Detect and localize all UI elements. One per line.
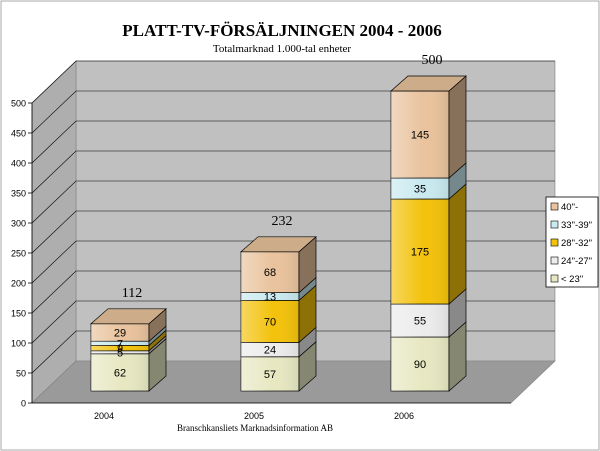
data-label: 175 <box>411 247 429 259</box>
data-label: 9 <box>117 343 123 355</box>
data-label: 145 <box>411 130 429 142</box>
legend-swatch <box>550 220 559 229</box>
data-label: 57 <box>264 369 276 381</box>
y-tick-label: 400 <box>11 159 26 169</box>
bar-stack-2006 <box>390 75 467 392</box>
bar-segment-side <box>448 75 467 179</box>
y-tick-label: 350 <box>11 189 26 199</box>
y-tick-label: 0 <box>21 399 26 409</box>
total-label: 112 <box>122 286 142 301</box>
legend-swatch <box>550 238 559 247</box>
bar-segment-shading <box>391 199 449 304</box>
data-label: 13 <box>264 292 276 304</box>
bar-segment-shading <box>391 178 449 199</box>
legend-label: 28"-32" <box>561 238 592 249</box>
chart-subtitle: Totalmarknad 1.000-tal enheter <box>213 43 352 55</box>
y-tick-label: 100 <box>11 339 26 349</box>
bar-stack-2005 <box>240 236 317 392</box>
bar-top <box>390 75 467 92</box>
bar-top <box>240 236 317 253</box>
bar-segment-shading <box>241 292 299 301</box>
total-label: 232 <box>272 214 293 229</box>
data-label: 55 <box>414 316 426 328</box>
bar-segment-shading <box>91 323 149 342</box>
data-label: 62 <box>114 367 126 379</box>
bar-segment-shading <box>391 304 449 337</box>
y-tick-label: 200 <box>11 279 26 289</box>
bar-segment-shading <box>91 350 149 354</box>
data-label: 68 <box>264 267 276 279</box>
bar-segment-side <box>448 183 467 305</box>
x-tick-label: 2006 <box>394 411 414 421</box>
gridline <box>31 60 555 104</box>
bar-segment-shading <box>241 342 299 357</box>
legend-swatch <box>550 274 559 283</box>
data-label: 90 <box>414 359 426 371</box>
bar-segment-shading <box>91 341 149 346</box>
bar-stack-2004 <box>90 308 167 392</box>
legend-swatch <box>550 256 559 265</box>
data-label: 29 <box>114 328 126 340</box>
bar-segment-shading <box>91 345 149 351</box>
bar-segment-shading <box>391 337 449 391</box>
source-label: Branschkansliets Marknadsinformation AB <box>177 423 333 433</box>
legend-label: < 23" <box>561 274 583 285</box>
y-tick-label: 250 <box>11 249 26 259</box>
legend-label: 40"- <box>561 202 578 213</box>
x-tick-label: 2005 <box>244 411 264 421</box>
data-label: 7 <box>117 338 123 350</box>
data-label: 5 <box>117 347 123 359</box>
bar-segment-shading <box>91 353 149 391</box>
chart-title: PLATT-TV-FÖRSÄLJNINGEN 2004 - 2006 <box>122 21 441 40</box>
data-label: 35 <box>414 184 426 196</box>
y-tick-label: 500 <box>11 99 26 109</box>
legend-label: 24"-27" <box>561 256 592 267</box>
total-label: 500 <box>422 53 443 68</box>
bar-segment-shading <box>241 251 299 293</box>
bar-segment-shading <box>391 91 449 178</box>
x-tick-label: 2004 <box>94 411 114 421</box>
y-tick-label: 50 <box>16 369 26 379</box>
bar-segment-shading <box>241 300 299 343</box>
bar-top <box>90 308 167 325</box>
data-label: 70 <box>264 316 276 328</box>
legend-swatch <box>550 202 559 211</box>
y-tick-label: 450 <box>11 129 26 139</box>
legend-label: 33"-39" <box>561 220 592 231</box>
y-tick-label: 300 <box>11 219 26 229</box>
data-label: 24 <box>264 345 276 357</box>
bar-segment-shading <box>241 356 299 391</box>
y-tick-label: 150 <box>11 309 26 319</box>
